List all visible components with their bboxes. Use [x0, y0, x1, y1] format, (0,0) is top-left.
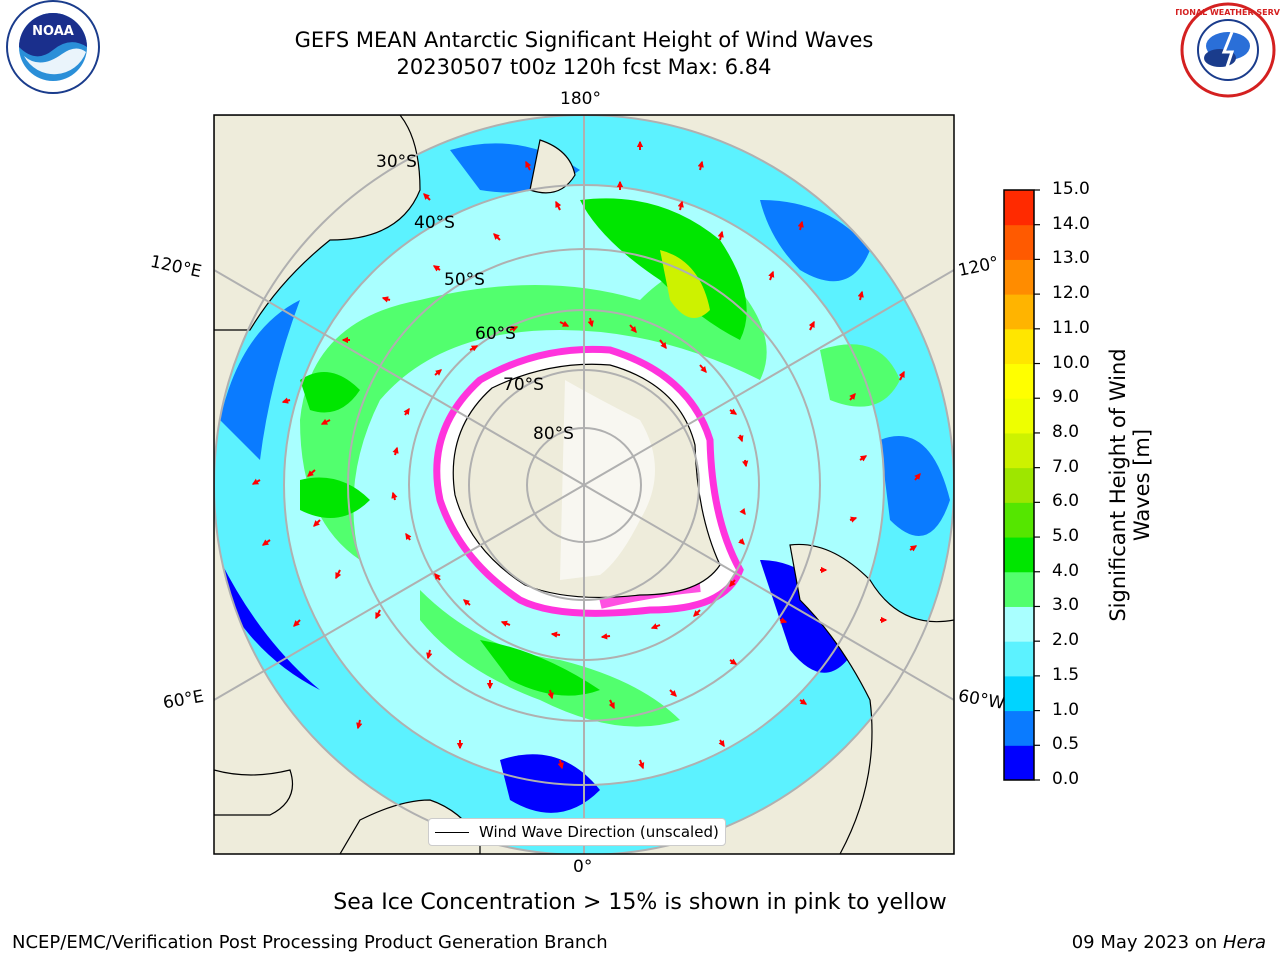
colorbar-segment	[1004, 502, 1034, 538]
map-frame	[213, 114, 955, 855]
africa-tip-land	[214, 769, 294, 816]
sea-ice-note: Sea Ice Concentration > 15% is shown in …	[333, 890, 947, 915]
colorbar-segment	[1004, 745, 1034, 781]
colorbar-segment	[1004, 467, 1034, 503]
footer-date: 09 May 2023 on	[1071, 932, 1223, 953]
colorbar-segment	[1004, 571, 1034, 607]
colorbar-tick-label: 1.5	[1052, 664, 1080, 685]
colorbar-tick-label: 12.0	[1052, 283, 1090, 304]
colorbar-tick-label: 14.0	[1052, 213, 1090, 234]
colorbar-tick-label: 13.0	[1052, 248, 1090, 269]
colorbar-segment	[1004, 537, 1034, 573]
colorbar-tick-label: 11.0	[1052, 317, 1090, 338]
colorbar-tick-label: 9.0	[1052, 387, 1080, 408]
colorbar-segment	[1004, 398, 1034, 434]
lat-label-50s: 50°S	[444, 270, 485, 290]
colorbar-segment	[1004, 710, 1034, 746]
lat-label-40s: 40°S	[414, 213, 455, 233]
noaa-logo-text: NOAA	[32, 24, 74, 39]
map-legend: Wind Wave Direction (unscaled)	[428, 818, 726, 846]
colorbar-segment	[1004, 641, 1034, 677]
colorbar-tick-label: 10.0	[1052, 352, 1090, 373]
australia-land	[214, 115, 421, 331]
legend-line-swatch	[435, 832, 469, 833]
colorbar-tick-label: 3.0	[1052, 595, 1080, 616]
colorbar-segment	[1004, 328, 1034, 365]
new-zealand-land	[529, 139, 576, 194]
lon-label-180: 180°	[560, 89, 601, 109]
colorbar-segment	[1004, 294, 1034, 330]
footer-machine: Hera	[1222, 932, 1266, 953]
lat-label-60s: 60°S	[475, 324, 516, 344]
south-america-land	[789, 543, 954, 854]
colorbar-tick-label: 1.0	[1052, 699, 1080, 720]
colorbar-segment	[1004, 606, 1034, 642]
nws-logo-text: NATIONAL WEATHER SERVICE	[1176, 8, 1280, 17]
lat-label-70s: 70°S	[503, 375, 544, 395]
graticule	[214, 115, 954, 854]
colorbar-segment	[1004, 259, 1034, 295]
colorbar-tick-label: 5.0	[1052, 526, 1080, 547]
colorbar-frame	[1003, 189, 1035, 781]
colorbar-label: Significant Height of Wind Waves [m]	[1106, 348, 1154, 622]
colorbar-tick-label: 8.0	[1052, 421, 1080, 442]
lat-label-80s: 80°S	[533, 424, 574, 444]
title-line-1: GEFS MEAN Antarctic Significant Height o…	[294, 28, 874, 52]
lon-label-0: 0°	[573, 857, 593, 877]
colorbar-tick-label: 4.0	[1052, 560, 1080, 581]
title-line-2: 20230507 t00z 120h fcst Max: 6.84	[396, 55, 772, 79]
colorbar-segment	[1004, 190, 1034, 226]
colorbar-tick-label: 15.0	[1052, 179, 1090, 199]
colorbar-segment	[1004, 363, 1034, 399]
noaa-logo: NOAA	[6, 0, 100, 94]
lat-label-30s: 30°S	[376, 152, 417, 172]
colorbar-tick-label: 2.0	[1052, 630, 1080, 651]
footer-right: 09 May 2023 on Hera	[1072, 932, 1266, 953]
colorbar-segment	[1004, 432, 1034, 469]
colorbar-segment	[1004, 224, 1034, 260]
colorbar	[1003, 189, 1040, 781]
colorbar-ticks: 0.0 0.5 1.0 1.5 2.0 3.0 4.0 5.0 6.0 7.0 8.0 9.0 10.0…	[1052, 179, 1112, 790]
colorbar-tick-label: 7.0	[1052, 456, 1080, 477]
colorbar-segment	[1004, 675, 1034, 712]
footer-left: NCEP/EMC/Verification Post Processing Pr…	[12, 932, 608, 953]
colorbar-tick-label: 0.0	[1052, 769, 1080, 789]
colorbar-tick-label: 0.5	[1052, 734, 1080, 755]
wind-wave-arrows	[251, 140, 921, 770]
legend-label: Wind Wave Direction (unscaled)	[479, 823, 719, 841]
colorbar-tick-label: 6.0	[1052, 491, 1080, 512]
nws-logo: NATIONAL WEATHER SERVICE	[1176, 2, 1280, 98]
